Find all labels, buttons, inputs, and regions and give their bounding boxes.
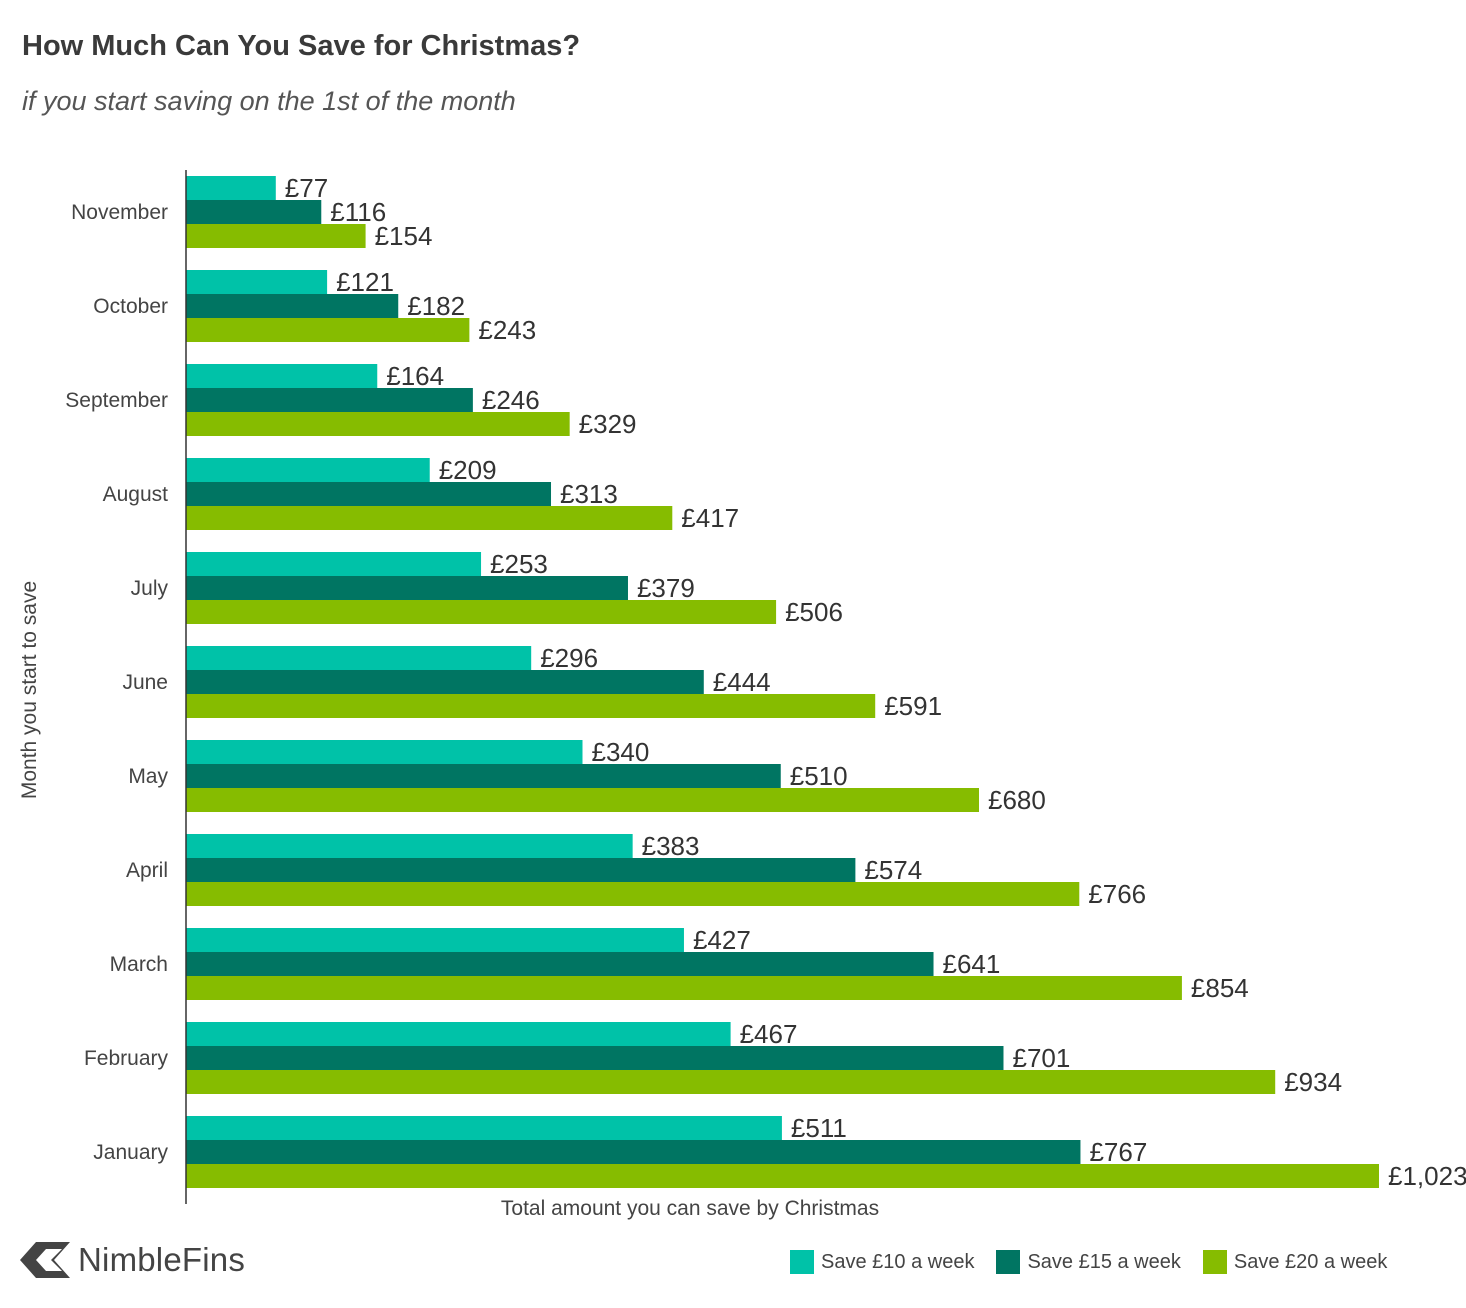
data-label-may-series-2: £510 — [790, 761, 848, 791]
legend-item-series-2: Save £15 a week — [996, 1250, 1181, 1274]
bar-august-series-3 — [186, 506, 673, 530]
bar-october-series-1 — [186, 270, 328, 294]
legend-label-series-2: Save £15 a week — [1027, 1250, 1181, 1273]
bar-april-series-3 — [186, 882, 1080, 906]
bar-september-series-3 — [186, 412, 570, 436]
bar-july-series-3 — [186, 600, 777, 624]
category-label-february: February — [84, 1047, 169, 1070]
bar-june-series-3 — [186, 694, 876, 718]
bar-march-series-1 — [186, 928, 684, 952]
category-label-may: May — [128, 765, 168, 788]
category-label-october: October — [93, 295, 168, 318]
data-label-november-series-3: £154 — [375, 221, 433, 251]
data-label-march-series-2: £641 — [943, 949, 1001, 979]
data-label-may-series-1: £340 — [592, 737, 650, 767]
data-label-january-series-1: £511 — [791, 1113, 847, 1143]
data-label-october-series-2: £182 — [407, 291, 465, 321]
data-label-july-series-3: £506 — [785, 597, 843, 627]
data-label-january-series-2: £767 — [1089, 1137, 1147, 1167]
data-label-april-series-2: £574 — [864, 855, 922, 885]
legend-label-series-3: Save £20 a week — [1233, 1250, 1388, 1273]
bar-chart: £77£116£154 November £121 £182 £243 October £1… — [18, 170, 1466, 1220]
legend-item-series-3: Save £20 a week — [1202, 1250, 1388, 1274]
legend-label-series-1: Save £10 a week — [821, 1250, 975, 1273]
data-label-june-series-3: £591 — [884, 691, 942, 721]
bar-june-series-2 — [186, 670, 704, 694]
category-label-april: April — [126, 859, 168, 882]
bar-september-series-2 — [186, 388, 473, 412]
data-label-august-series-3: £417 — [681, 503, 739, 533]
category-label-january: January — [93, 1141, 168, 1164]
bar-august-series-1 — [186, 458, 430, 482]
legend-item-series-1: Save £10 a week — [790, 1250, 974, 1274]
data-label-october-series-3: £243 — [478, 315, 536, 345]
bar-july-series-2 — [186, 576, 628, 600]
chart-title: How Much Can You Save for Christmas? — [22, 30, 581, 62]
bar-may-series-2 — [186, 764, 781, 788]
data-label-april-series-3: £766 — [1088, 879, 1146, 909]
bar-february-series-3 — [186, 1070, 1276, 1094]
nimblefins-chevron-icon — [20, 1242, 70, 1278]
bar-august-series-2 — [186, 482, 552, 506]
bar-march-series-3 — [186, 976, 1182, 1000]
bar-february-series-2 — [186, 1046, 1004, 1070]
data-label-february-series-1: £467 — [740, 1019, 798, 1049]
category-label-march: March — [110, 953, 168, 976]
category-label-june: June — [122, 671, 168, 694]
data-label-february-series-3: £934 — [1284, 1067, 1342, 1097]
y-axis-title: Month you start to save — [18, 581, 41, 799]
bar-january-series-3 — [186, 1164, 1379, 1188]
data-label-february-series-2: £701 — [1012, 1043, 1070, 1073]
category-label-september: September — [65, 389, 168, 412]
data-label-january-series-3: £1,023 — [1388, 1161, 1466, 1191]
bar-may-series-3 — [186, 788, 980, 812]
bar-april-series-1 — [186, 834, 633, 858]
chart-subtitle: if you start saving on the 1st of the mo… — [22, 86, 516, 116]
data-label-september-series-2: £246 — [482, 385, 540, 415]
data-label-june-series-2: £444 — [713, 667, 771, 697]
data-label-july-series-1: £253 — [490, 549, 548, 579]
x-axis-title: Total amount you can save by Christmas — [501, 1197, 879, 1220]
category-label-august: August — [103, 483, 169, 506]
bar-january-series-1 — [186, 1116, 782, 1140]
data-label-november-series-2: £116 — [330, 197, 386, 227]
data-label-july-series-2: £379 — [637, 573, 695, 603]
bar-january-series-2 — [186, 1140, 1081, 1164]
bar-may-series-1 — [186, 740, 583, 764]
bar-july-series-1 — [186, 552, 482, 576]
data-label-march-series-1: £427 — [693, 925, 751, 955]
bar-april-series-2 — [186, 858, 856, 882]
bar-march-series-2 — [186, 952, 934, 976]
brand-name: NimbleFins — [78, 1241, 246, 1278]
bar-november-series-2 — [186, 200, 322, 224]
legend-swatch-series-1 — [790, 1250, 814, 1274]
brand-logo: NimbleFins — [20, 1240, 245, 1280]
legend-swatch-series-2 — [996, 1250, 1021, 1274]
data-label-september-series-1: £164 — [386, 361, 444, 391]
data-label-october-series-1: £121 — [336, 267, 394, 297]
legend-swatch-series-3 — [1202, 1250, 1227, 1274]
category-label-november: November — [71, 201, 168, 224]
bar-october-series-2 — [186, 294, 399, 318]
data-label-september-series-3: £329 — [579, 409, 637, 439]
bar-october-series-3 — [186, 318, 470, 342]
data-label-april-series-1: £383 — [642, 831, 700, 861]
bar-february-series-1 — [186, 1022, 731, 1046]
data-label-june-series-1: £296 — [540, 643, 598, 673]
bar-june-series-1 — [186, 646, 532, 670]
bar-november-series-1 — [186, 176, 276, 200]
data-label-august-series-1: £209 — [439, 455, 497, 485]
bar-november-series-3 — [186, 224, 366, 248]
category-label-july: July — [131, 577, 169, 600]
bar-september-series-1 — [186, 364, 378, 388]
data-label-november-series-1: £77 — [285, 173, 328, 203]
chart-legend: Save £10 a week Save £15 a week Save £20… — [790, 1250, 1409, 1274]
data-label-august-series-2: £313 — [560, 479, 618, 509]
data-label-march-series-3: £854 — [1191, 973, 1249, 1003]
data-label-may-series-3: £680 — [988, 785, 1046, 815]
